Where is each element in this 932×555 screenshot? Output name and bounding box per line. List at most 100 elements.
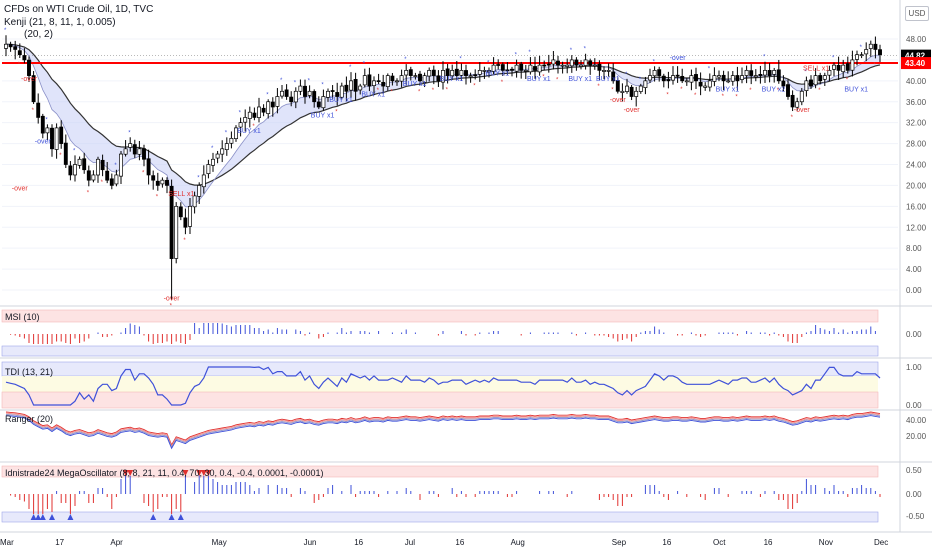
candle-body [864, 49, 869, 55]
mo-up-arrow [49, 514, 55, 520]
candle-body [786, 84, 790, 97]
signal-star: * [597, 84, 600, 90]
y-tick-label: 0.00 [906, 286, 922, 295]
ranger-line [5, 411, 881, 446]
candle-body [579, 64, 583, 67]
x-tick-label: 16 [354, 538, 363, 547]
x-tick-label: Jun [304, 538, 317, 547]
candle-body [878, 49, 882, 56]
y-tick-label: 20.00 [906, 181, 927, 190]
signal-star: * [404, 57, 407, 63]
candle-body [13, 46, 18, 50]
y-tick-label: 12.00 [906, 223, 927, 232]
signal-annotation: BUY x1 [596, 76, 620, 83]
candle-body [303, 85, 307, 97]
signal-star: * [101, 180, 104, 186]
candle-body [169, 185, 174, 259]
signal-star: * [87, 190, 90, 196]
candle-body [482, 70, 487, 72]
candle-body [408, 69, 413, 76]
candle-body [321, 96, 326, 109]
candle-body [252, 112, 257, 118]
x-tick-label: Apr [110, 538, 123, 547]
candle-body [54, 127, 59, 150]
candle-body [523, 70, 528, 72]
x-tick-label: Aug [511, 538, 525, 547]
candle-body [781, 80, 786, 87]
signal-star: * [515, 53, 518, 59]
candle-body [491, 64, 496, 72]
candle-body [270, 101, 275, 108]
signal-annotation: BUY x1 [361, 92, 385, 99]
candle-body [211, 158, 215, 166]
candle-body [505, 69, 510, 72]
candle-body [726, 80, 731, 83]
msi-y-tick: 0.00 [906, 330, 922, 339]
indicator-legend: Kenji (21, 8, 11, 1, 0.005) [4, 17, 116, 28]
mo-y-tick: 0.00 [906, 490, 922, 499]
candle-body [4, 43, 8, 49]
msi-lower-band [1, 345, 879, 357]
tdi-upper-band [1, 361, 879, 377]
y-tick-label: 32.00 [906, 119, 927, 128]
candle-body [307, 90, 312, 96]
signal-star: * [32, 108, 35, 114]
candle-body [597, 63, 602, 71]
candle-body [335, 92, 340, 97]
candle-body [137, 148, 142, 155]
candle-body [215, 153, 220, 159]
candle-body [740, 75, 744, 80]
mo-up-arrow [150, 514, 157, 520]
candle-body [36, 102, 41, 118]
currency-badge[interactable]: USD [905, 6, 929, 21]
candle-body [459, 70, 464, 76]
candles: * * * * * * * * * * * * * * * * * * * * * * * * * * * * * * * * * * * * * * * *… [4, 28, 882, 310]
candle-body [565, 64, 570, 67]
candle-body [77, 158, 82, 166]
candle-body [556, 60, 560, 66]
candle-body [247, 111, 252, 119]
signal-star: * [694, 93, 697, 99]
signal-star: * [308, 78, 311, 84]
candle-body [500, 64, 505, 71]
candle-body [367, 74, 372, 87]
candle-body [183, 217, 188, 228]
signal-annotation: BUY x2 [762, 86, 786, 93]
indicator-legend-2: (20, 2) [24, 29, 53, 40]
candle-body [312, 91, 317, 103]
signal-annotation: SELL x1 [803, 65, 829, 72]
candle-body [684, 80, 689, 83]
candle-body [758, 74, 763, 76]
x-tick-label: 17 [55, 538, 64, 547]
candle-body [753, 75, 758, 78]
signal-star: * [763, 55, 766, 61]
x-tick-label: 16 [764, 538, 773, 547]
signal-star: * [791, 115, 794, 121]
candle-body [514, 64, 519, 72]
candle-body [845, 63, 850, 71]
price-panel: 48.0044.0040.0036.0032.0028.0024.0020.00… [2, 28, 931, 310]
signal-annotation: -over [670, 55, 687, 62]
signal-star: * [390, 89, 393, 95]
tdi-title: TDI (13, 21) [5, 367, 53, 377]
candle-body [818, 75, 823, 82]
candle-body [22, 55, 27, 61]
candle-body [836, 64, 841, 71]
candle-body [772, 70, 777, 75]
candle-body [436, 75, 441, 82]
candle-body [418, 73, 422, 82]
candle-body [841, 64, 846, 73]
candle-body [735, 75, 740, 82]
candle-body [809, 79, 813, 87]
candle-body [450, 70, 455, 77]
candle-body [151, 175, 156, 181]
candle-body [201, 174, 206, 188]
candle-body [537, 64, 542, 73]
mo-down-arrow [200, 470, 207, 476]
candle-body [694, 74, 698, 82]
symbol-title: CFDs on WTI Crude Oil, 1D, TVC [4, 4, 154, 15]
candle-body [804, 80, 809, 92]
signal-star: * [653, 59, 656, 65]
